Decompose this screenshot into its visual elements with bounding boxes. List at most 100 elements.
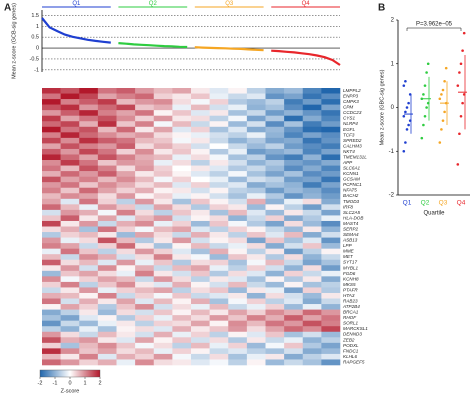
heatmap-cell — [42, 132, 61, 139]
heatmap-cell — [60, 176, 80, 183]
heatmap-cell — [302, 215, 322, 222]
heatmap-cell — [79, 298, 99, 305]
heatmap-cell — [116, 204, 136, 211]
heatmap-cell — [209, 143, 229, 150]
heatmap-cell — [135, 226, 155, 233]
heatmap-cell — [79, 132, 99, 139]
heatmap-cell — [321, 132, 341, 139]
heatmap-cell — [79, 320, 99, 327]
heatmap-cell — [153, 220, 173, 227]
heatmap-cell — [246, 281, 266, 288]
row-label: SLC6A1 — [343, 166, 361, 171]
heatmap-cell — [321, 143, 341, 150]
row-label: KLHL6 — [343, 354, 357, 359]
heatmap-cell — [116, 165, 136, 172]
heatmap-cell — [116, 226, 136, 233]
heatmap-cell — [116, 198, 136, 205]
heatmap-cell — [172, 265, 192, 272]
heatmap-cell — [246, 126, 266, 133]
heatmap-cell — [191, 281, 210, 288]
heatmap-cell — [172, 232, 192, 238]
heatmap-cell — [265, 215, 285, 222]
heatmap-cell — [321, 88, 341, 94]
x-tick-label: Q3 — [439, 200, 448, 207]
heatmap-cell — [60, 298, 80, 305]
heatmap-cell — [284, 270, 304, 277]
heatmap-cell — [153, 226, 173, 233]
heatmap-cell — [97, 281, 117, 288]
heatmap-cell — [79, 165, 99, 172]
heatmap-cell — [60, 337, 80, 344]
heatmap-cell — [97, 287, 117, 294]
heatmap-cell — [79, 198, 99, 205]
heatmap-cell — [321, 93, 341, 100]
heatmap-cell — [42, 320, 61, 327]
heatmap-cell — [246, 287, 266, 294]
heatmap-cell — [60, 110, 80, 116]
heatmap-cell — [321, 326, 341, 333]
heatmap-cell — [153, 243, 173, 249]
heatmap-cell — [265, 281, 285, 288]
heatmap-cell — [302, 292, 322, 299]
point — [422, 93, 425, 96]
heatmap-cell — [135, 281, 155, 288]
heatmap-cell — [153, 143, 173, 150]
heatmap-cell — [79, 154, 99, 161]
heatmap-cell — [116, 298, 136, 305]
point — [404, 141, 407, 144]
heatmap-cell — [60, 204, 80, 211]
heatmap-cell — [135, 254, 155, 261]
heatmap-cell — [246, 182, 266, 189]
heatmap-cell — [209, 287, 229, 294]
heatmap-cell — [116, 220, 136, 227]
heatmap-cell — [265, 331, 285, 338]
heatmap-cell — [302, 115, 322, 122]
heatmap-cell — [79, 287, 99, 294]
row-label: MAST4 — [343, 221, 359, 226]
colorbar-tick-label: 1 — [83, 380, 86, 386]
heatmap-cell — [191, 287, 210, 294]
heatmap-cell — [172, 220, 192, 227]
row-label: MET — [343, 254, 354, 259]
y-tick-label: 1 — [36, 24, 39, 30]
heatmap-cell — [135, 93, 155, 100]
heatmap-cell — [265, 292, 285, 299]
heatmap-cell — [246, 248, 266, 255]
heatmap-cell — [172, 121, 192, 128]
heatmap-cell — [97, 232, 117, 238]
heatmap-cell — [153, 93, 173, 100]
heatmap-cell — [79, 176, 99, 183]
heatmap-cell — [153, 281, 173, 288]
heatmap-cell — [97, 176, 117, 183]
heatmap-cell — [116, 209, 136, 216]
heatmap-cell — [135, 237, 155, 244]
heatmap-cell — [246, 348, 266, 355]
heatmap-cell — [302, 320, 322, 327]
heatmap-cell — [97, 93, 117, 100]
heatmap-cell — [153, 121, 173, 128]
heatmap-cell — [265, 121, 285, 128]
heatmap-cell — [209, 320, 229, 327]
heatmap-cell — [321, 171, 341, 177]
heatmap-cell — [284, 281, 304, 288]
heatmap-cell — [116, 160, 136, 166]
heatmap-cell — [321, 198, 341, 205]
row-label: TMEM131L — [343, 154, 367, 159]
row-label: ASB13 — [342, 238, 358, 243]
heatmap-cell — [153, 148, 173, 155]
heatmap-cell — [265, 160, 285, 166]
heatmap-cell — [42, 143, 61, 150]
heatmap-cell — [191, 215, 210, 222]
heatmap-cell — [79, 359, 99, 366]
heatmap-cell — [321, 104, 341, 111]
heatmap-cell — [284, 353, 304, 360]
heatmap-cell — [153, 342, 173, 349]
heatmap-cell — [97, 121, 117, 128]
heatmap-cell — [135, 353, 155, 360]
heatmap-cell — [172, 187, 192, 194]
heatmap-cell — [116, 254, 136, 261]
heatmap-cell — [172, 193, 192, 200]
heatmap-cell — [60, 259, 80, 266]
heatmap-cell — [302, 232, 322, 238]
row-label: CPM — [343, 105, 353, 110]
